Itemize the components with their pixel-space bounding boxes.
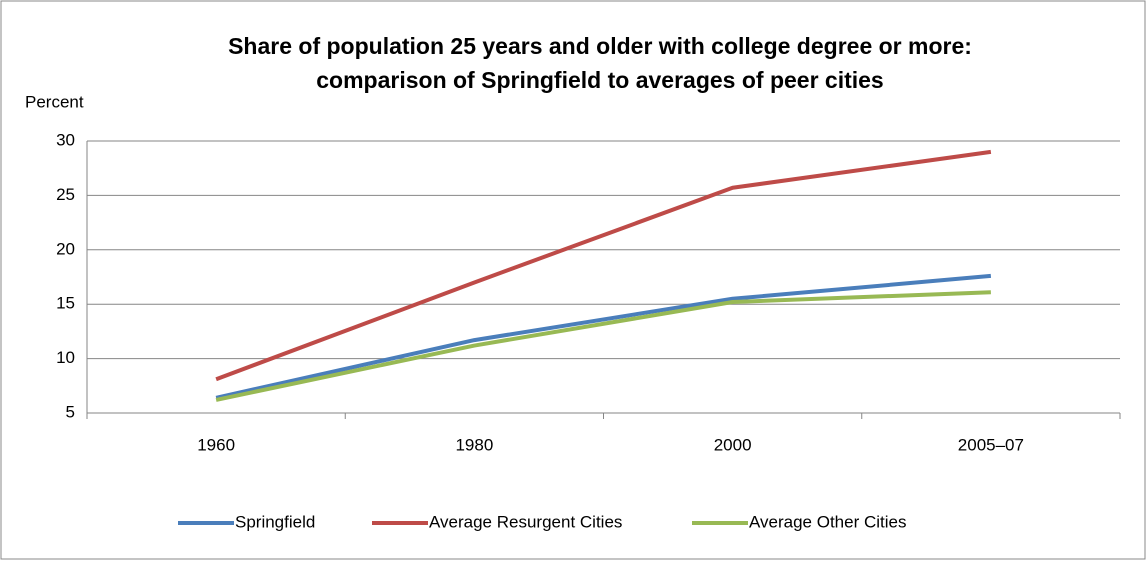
y-tick-label: 30 <box>56 130 75 149</box>
x-tick-label: 2000 <box>714 435 752 454</box>
x-tick-label: 2005–07 <box>958 435 1024 454</box>
y-tick-label: 10 <box>56 348 75 367</box>
y-tick-label: 20 <box>56 239 75 258</box>
legend-label: Average Other Cities <box>749 512 906 531</box>
x-tick-label: 1960 <box>197 435 235 454</box>
series-line <box>215 149 992 382</box>
x-tick-label: 1980 <box>455 435 493 454</box>
y-axis-label: Percent <box>25 92 84 111</box>
chart-title: Share of population 25 years and older w… <box>228 33 972 59</box>
chart-title: comparison of Springfield to averages of… <box>316 67 883 93</box>
legend-label: Average Resurgent Cities <box>429 512 622 531</box>
legend-label: Springfield <box>235 512 315 531</box>
y-tick-label: 25 <box>56 185 75 204</box>
y-tick-label: 15 <box>56 294 75 313</box>
series-line <box>215 290 991 402</box>
series-line <box>215 273 992 400</box>
y-tick-label: 5 <box>66 402 75 421</box>
